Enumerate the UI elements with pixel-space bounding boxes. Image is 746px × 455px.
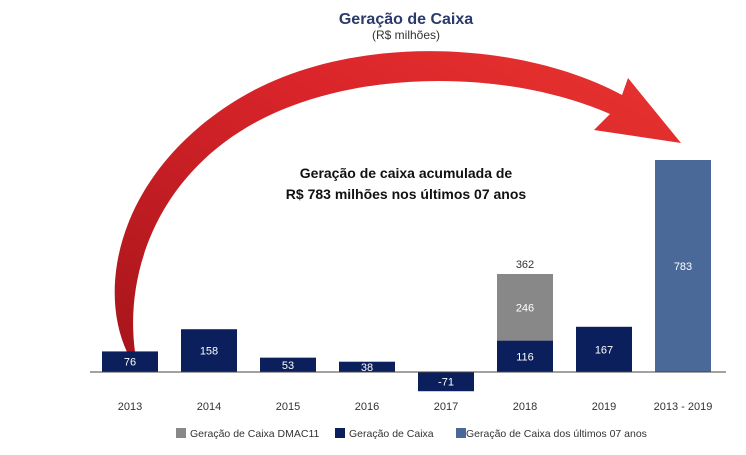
data-label-2018-gera-o-de-caixa: 116 xyxy=(516,351,534,363)
labels-layer: 76 158 53 38 -71 116 246 362 167 783 xyxy=(124,259,692,389)
legend-swatch-geracao xyxy=(335,428,345,438)
legend: Geração de Caixa DMAC11 Geração de Caixa… xyxy=(176,428,647,440)
bar-2013-2019-gera-o-de-caixa-dos-ltimos-07-anos xyxy=(655,160,711,372)
bar-2014-gera-o-de-caixa xyxy=(181,329,237,372)
x-tick-2018: 2018 xyxy=(513,401,537,413)
bar-2019-gera-o-de-caixa xyxy=(576,326,632,372)
legend-label-geracao: Geração de Caixa xyxy=(349,428,434,440)
annotation-line1: Geração de caixa acumulada de xyxy=(300,165,513,181)
bar-2018-gera-o-de-caixa-dmac11 xyxy=(497,273,553,341)
data-label-2013-gera-o-de-caixa: 76 xyxy=(124,357,136,369)
bar-2016-gera-o-de-caixa xyxy=(339,361,395,372)
total-label-2018: 362 xyxy=(516,259,534,271)
bar-2015-gera-o-de-caixa xyxy=(260,357,316,372)
chart-subtitle: (R$ milhões) xyxy=(372,28,440,42)
bar-2013-gera-o-de-caixa xyxy=(102,351,158,372)
data-label-2014-gera-o-de-caixa: 158 xyxy=(200,346,218,358)
x-tick-2015: 2015 xyxy=(276,401,300,413)
legend-swatch-last-7-years xyxy=(456,428,466,438)
bar-2018-gera-o-de-caixa xyxy=(497,340,553,372)
x-tick-2016: 2016 xyxy=(355,401,379,413)
x-tick-2013-2019: 2013 - 2019 xyxy=(654,401,713,413)
data-label-2016-gera-o-de-caixa: 38 xyxy=(361,362,373,374)
chart-title: Geração de Caixa xyxy=(339,11,473,28)
x-tick-2017: 2017 xyxy=(434,401,458,413)
legend-item-geracao: Geração de Caixa xyxy=(335,428,434,440)
data-label-2018-gera-o-de-caixa-dmac11: 246 xyxy=(516,302,534,314)
x-tick-2014: 2014 xyxy=(197,401,221,413)
x-tick-2013: 2013 xyxy=(118,401,142,413)
data-label-2017-gera-o-de-caixa: -71 xyxy=(438,377,454,389)
bars-layer xyxy=(102,160,711,392)
annotation-line2: R$ 783 milhões nos últimos 07 anos xyxy=(286,186,527,202)
bar-2017-gera-o-de-caixa xyxy=(418,372,474,392)
data-label-2019-gera-o-de-caixa: 167 xyxy=(595,344,613,356)
x-tick-labels: 2013 2014 2015 2016 2017 2018 2019 2013 - 2019 xyxy=(118,401,713,413)
x-tick-2019: 2019 xyxy=(592,401,616,413)
legend-label-dmac11: Geração de Caixa DMAC11 xyxy=(190,428,320,440)
data-label-2015-gera-o-de-caixa: 53 xyxy=(282,360,294,372)
legend-item-dmac11: Geração de Caixa DMAC11 xyxy=(176,428,320,440)
legend-label-last-7-years: Geração de Caixa dos últimos 07 anos xyxy=(466,428,647,440)
legend-swatch-dmac11 xyxy=(176,428,186,438)
data-label-2013-2019-gera-o-de-caixa-dos-ltimos-07-anos: 783 xyxy=(674,261,692,273)
legend-item-last-7-years: Geração de Caixa dos últimos 07 anos xyxy=(456,428,647,440)
